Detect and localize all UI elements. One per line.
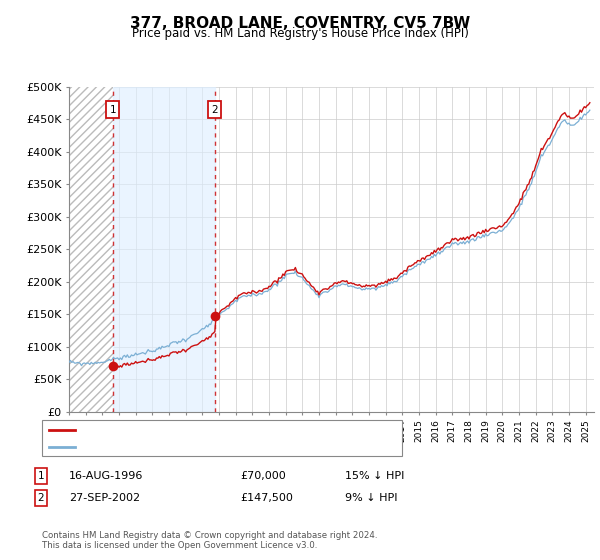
Text: HPI: Average price, detached house, Coventry: HPI: Average price, detached house, Cove… — [80, 442, 320, 452]
Text: 9% ↓ HPI: 9% ↓ HPI — [345, 493, 398, 503]
Bar — [69, 87, 113, 412]
Text: 27-SEP-2002: 27-SEP-2002 — [69, 493, 140, 503]
Text: Contains HM Land Registry data © Crown copyright and database right 2024.
This d: Contains HM Land Registry data © Crown c… — [42, 531, 377, 550]
Text: 377, BROAD LANE, COVENTRY, CV5 7BW (detached house): 377, BROAD LANE, COVENTRY, CV5 7BW (deta… — [80, 425, 386, 435]
Text: 1: 1 — [109, 105, 116, 115]
Text: £70,000: £70,000 — [240, 471, 286, 481]
Text: £147,500: £147,500 — [240, 493, 293, 503]
Text: 1: 1 — [37, 471, 44, 481]
Text: 377, BROAD LANE, COVENTRY, CV5 7BW: 377, BROAD LANE, COVENTRY, CV5 7BW — [130, 16, 470, 31]
Text: Price paid vs. HM Land Registry's House Price Index (HPI): Price paid vs. HM Land Registry's House … — [131, 27, 469, 40]
Text: 2: 2 — [37, 493, 44, 503]
Bar — [113, 87, 215, 412]
Text: 2: 2 — [212, 105, 218, 115]
Bar — [69, 87, 113, 412]
Text: 16-AUG-1996: 16-AUG-1996 — [69, 471, 143, 481]
Text: 15% ↓ HPI: 15% ↓ HPI — [345, 471, 404, 481]
